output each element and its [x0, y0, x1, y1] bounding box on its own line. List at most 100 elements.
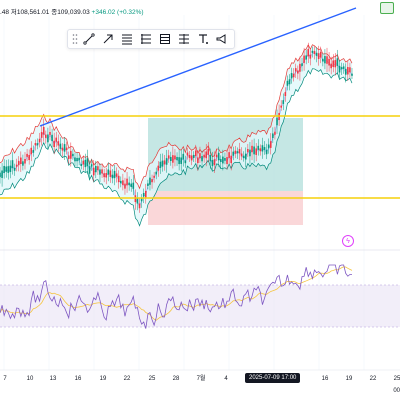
candle-body	[126, 178, 128, 186]
rsi-line	[0, 264, 353, 329]
candle-body	[301, 63, 303, 67]
candle-body	[138, 203, 141, 209]
arrow-icon[interactable]	[99, 31, 116, 47]
trend-line-icon[interactable]	[80, 31, 97, 47]
candle-body	[238, 149, 241, 154]
candle-body	[305, 55, 307, 60]
candle-body	[265, 149, 268, 155]
candle-body	[26, 153, 28, 157]
candle-body	[255, 148, 257, 155]
candle-body	[236, 151, 239, 154]
grip-icon[interactable]	[72, 33, 78, 45]
candle-body	[292, 73, 295, 78]
change-value: +346.02 (+0.32%)	[91, 9, 144, 16]
candle-body	[84, 159, 87, 168]
candle-body	[326, 56, 328, 64]
candle-body	[213, 159, 216, 166]
candle-body	[17, 160, 20, 166]
x-tick-label: 19	[100, 376, 107, 382]
candle-body	[297, 70, 299, 74]
candle-body	[0, 172, 1, 178]
candle-body	[232, 151, 235, 156]
ohlc-prefix: .48	[0, 9, 10, 16]
candle-body	[34, 143, 37, 146]
candle-body	[63, 144, 66, 152]
candle-body	[53, 140, 55, 148]
candle-body	[284, 92, 287, 97]
candle-body	[330, 63, 332, 69]
candle-body	[209, 154, 212, 162]
candle-body	[22, 161, 24, 166]
bollinger-fill	[0, 44, 352, 226]
x-tick-label: 7	[3, 376, 7, 382]
candle-body	[172, 155, 174, 163]
candle-body	[251, 145, 253, 153]
candle-body	[351, 73, 353, 76]
candle-body	[65, 147, 68, 151]
candle-body	[267, 144, 270, 149]
candle-body	[1, 170, 3, 178]
close-label: 종	[51, 9, 58, 16]
candle-body	[80, 163, 83, 166]
candle-body	[315, 52, 318, 56]
candle-body	[15, 164, 18, 167]
candle-body	[328, 58, 330, 66]
candle-body	[130, 183, 133, 187]
candle-body	[7, 166, 10, 173]
candle-body	[109, 170, 112, 177]
candle-body	[288, 79, 291, 85]
candle-body	[263, 147, 266, 150]
candle-body	[309, 54, 312, 59]
candle-body	[286, 80, 289, 86]
candle-body	[240, 153, 243, 157]
x-tick-label: 22	[370, 376, 377, 382]
lightning-icon[interactable]: ϟ	[342, 235, 354, 247]
candle-body	[207, 148, 210, 155]
gann-box-icon[interactable]	[175, 31, 192, 47]
candle-body	[169, 156, 172, 161]
x-tick-label: 10	[27, 376, 34, 382]
candle-body	[78, 157, 80, 161]
x-tick-label: 22	[124, 376, 131, 382]
candle-body	[40, 132, 43, 138]
candle-body	[180, 157, 183, 164]
speaker-icon[interactable]	[213, 31, 230, 47]
candle-body	[299, 63, 301, 72]
candle-body	[174, 155, 176, 160]
fib-retracement-icon[interactable]	[118, 31, 135, 47]
x-tick-label: 19	[346, 376, 353, 382]
candle-body	[322, 58, 324, 62]
candle-body	[49, 131, 51, 135]
fib-channel-icon[interactable]	[156, 31, 173, 47]
candle-body	[290, 73, 293, 79]
candle-body	[311, 50, 314, 53]
candle-body	[11, 160, 14, 169]
crosshair-date-badge: 2025-07-09 17:00	[245, 373, 301, 383]
candle-body	[136, 198, 139, 204]
candle-body	[107, 169, 110, 175]
candle-body	[155, 171, 158, 175]
candle-body	[149, 177, 151, 185]
candle-body	[182, 153, 185, 160]
candle-body	[167, 155, 170, 159]
candle-body	[261, 145, 264, 152]
candle-body	[249, 149, 251, 157]
x-tick-label: 7월	[197, 374, 206, 382]
candle-body	[144, 191, 147, 198]
candle-body	[28, 154, 30, 161]
candle-body	[219, 159, 222, 162]
text-icon[interactable]	[194, 31, 211, 47]
candle-body	[163, 160, 166, 165]
candle-body	[165, 158, 168, 165]
candle-body	[101, 169, 103, 174]
pitchfork-icon[interactable]	[137, 31, 154, 47]
candle-body	[313, 51, 316, 54]
candle-body	[226, 157, 228, 165]
candle-body	[105, 173, 108, 178]
status-badge[interactable]	[380, 2, 394, 14]
candle-body	[113, 170, 116, 179]
candle-body	[45, 134, 47, 138]
x-tick-label: 4	[224, 376, 228, 382]
